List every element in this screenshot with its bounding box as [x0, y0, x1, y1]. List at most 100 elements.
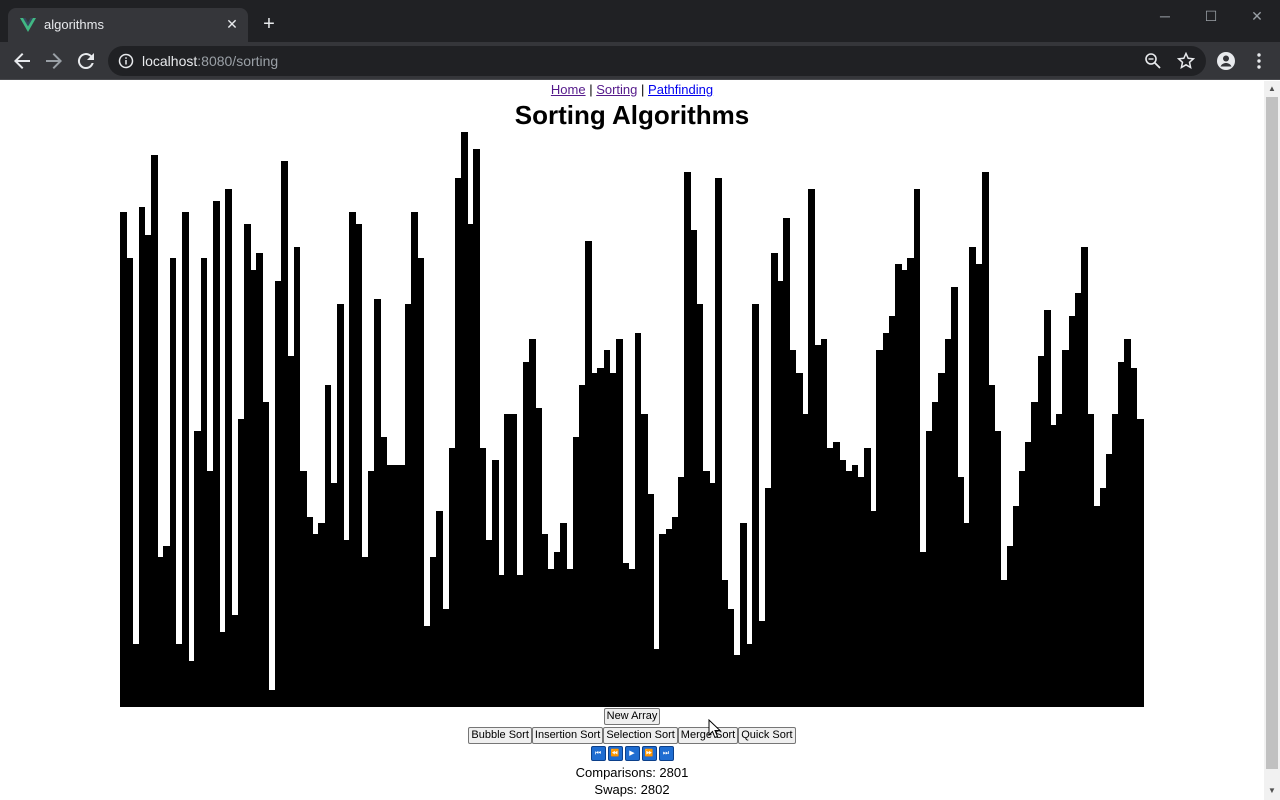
- array-bar: [560, 523, 567, 707]
- array-bar: [399, 465, 406, 707]
- step-back-button[interactable]: ⏪: [607, 746, 623, 761]
- array-bar: [733, 655, 741, 707]
- array-bar: [752, 304, 760, 707]
- url-path: :8080/sorting: [197, 53, 279, 69]
- array-bar: [845, 471, 853, 707]
- array-bar: [479, 448, 487, 707]
- new-array-button[interactable]: New Array: [603, 708, 661, 725]
- vertical-scrollbar[interactable]: ▲ ▼: [1264, 81, 1280, 800]
- array-bar: [820, 339, 828, 707]
- array-bar: [1056, 414, 1063, 707]
- quick-sort-button[interactable]: Quick Sort: [738, 727, 796, 744]
- menu-icon[interactable]: [1249, 51, 1269, 71]
- nav-link-home[interactable]: Home: [550, 82, 586, 97]
- array-bar: [659, 534, 667, 707]
- nav-link-sorting[interactable]: Sorting: [596, 82, 638, 97]
- star-icon[interactable]: [1177, 52, 1195, 70]
- array-bar: [975, 264, 983, 707]
- array-bar: [151, 155, 158, 707]
- nav-link-pathfinding[interactable]: Pathfinding: [648, 82, 714, 97]
- reload-icon[interactable]: [74, 49, 98, 73]
- skip-to-start-button[interactable]: ⏮: [590, 746, 606, 761]
- array-bar: [1105, 454, 1113, 707]
- nav-links: Home | Sorting | Pathfinding: [0, 82, 1264, 97]
- forward-icon[interactable]: [42, 49, 66, 73]
- array-bar: [653, 649, 660, 707]
- array-bar: [709, 483, 716, 707]
- array-bar: [572, 437, 580, 707]
- play-icon: ▶: [629, 750, 635, 757]
- array-bar: [715, 178, 722, 707]
- info-icon[interactable]: [118, 53, 134, 69]
- array-bar: [281, 161, 288, 707]
- maximize-icon[interactable]: ☐: [1204, 8, 1218, 24]
- url-text[interactable]: localhost:8080/sorting: [142, 53, 278, 69]
- array-bar: [219, 632, 226, 707]
- array-bar: [1068, 316, 1076, 707]
- array-bar: [361, 557, 369, 707]
- array-bar: [814, 345, 822, 707]
- array-bar: [182, 212, 189, 707]
- array-bar: [535, 408, 543, 707]
- array-bar: [510, 414, 518, 707]
- array-bar: [461, 132, 468, 707]
- array-bar: [467, 224, 474, 707]
- array-bar: [337, 304, 344, 707]
- array-bar: [721, 580, 729, 707]
- plus-icon[interactable]: +: [263, 13, 275, 35]
- nav-separator: |: [641, 82, 645, 97]
- array-bar: [275, 281, 282, 707]
- skip-to-end-icon: ⏭: [662, 750, 670, 757]
- selection-sort-button[interactable]: Selection Sort: [603, 727, 678, 744]
- array-bar: [634, 333, 642, 707]
- array-bar: [851, 465, 859, 707]
- array-bar: [554, 552, 561, 707]
- skip-to-end-button[interactable]: ⏭: [658, 746, 674, 761]
- array-bar: [795, 373, 803, 707]
- array-bar: [392, 465, 400, 707]
- array-bar: [504, 414, 512, 707]
- play-button[interactable]: ▶: [624, 746, 640, 761]
- array-bar: [926, 431, 933, 707]
- insertion-sort-button[interactable]: Insertion Sort: [531, 727, 604, 744]
- array-bar: [665, 529, 673, 707]
- array-bar: [864, 448, 871, 707]
- array-bar: [448, 448, 456, 707]
- array-bar: [225, 189, 233, 707]
- step-forward-button[interactable]: ⏩: [641, 746, 657, 761]
- array-bar: [888, 316, 896, 707]
- array-bar: [1118, 362, 1125, 707]
- back-icon[interactable]: [10, 49, 34, 73]
- close-window-icon[interactable]: ✕: [1251, 8, 1263, 24]
- bubble-sort-button[interactable]: Bubble Sort: [468, 727, 532, 744]
- array-bar: [1037, 356, 1045, 707]
- scrollbar-thumb[interactable]: [1266, 97, 1278, 769]
- scroll-down-icon[interactable]: ▼: [1268, 786, 1276, 795]
- profile-icon[interactable]: [1216, 51, 1236, 71]
- array-bar: [994, 431, 1001, 707]
- browser-tab[interactable]: algorithms ✕: [8, 8, 248, 42]
- array-bar: [622, 563, 629, 707]
- close-tab-icon[interactable]: ✕: [226, 16, 238, 32]
- array-bar: [498, 575, 505, 707]
- address-bar[interactable]: localhost:8080/sorting: [108, 46, 1206, 76]
- array-bar: [789, 350, 797, 707]
- minimize-icon[interactable]: ─: [1160, 8, 1170, 24]
- merge-sort-button[interactable]: Merge Sort: [677, 727, 739, 744]
- array-bar: [826, 448, 834, 707]
- array-bar: [1074, 293, 1082, 707]
- array-bar: [988, 385, 995, 707]
- array-bar: [727, 609, 735, 707]
- array-bar: [188, 661, 195, 707]
- array-bar: [1043, 310, 1051, 707]
- array-bar: [1130, 368, 1138, 707]
- zoom-icon[interactable]: [1144, 52, 1162, 70]
- scroll-up-icon[interactable]: ▲: [1268, 84, 1276, 93]
- array-bar: [380, 437, 388, 707]
- array-bar: [913, 189, 921, 707]
- array-bar: [690, 230, 698, 707]
- array-bar: [764, 488, 772, 707]
- array-bar: [578, 385, 586, 707]
- array-bar: [138, 207, 146, 707]
- array-bar: [957, 477, 964, 707]
